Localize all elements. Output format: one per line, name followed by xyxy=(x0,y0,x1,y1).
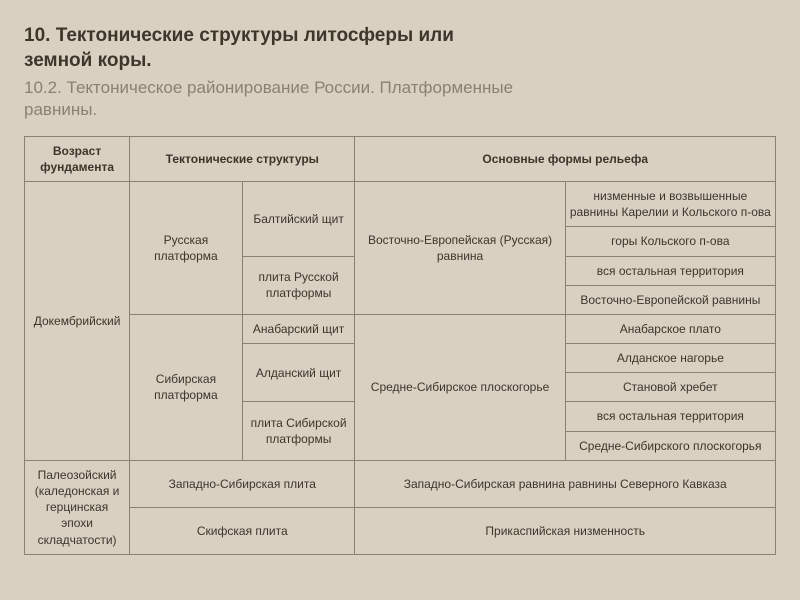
table-row: Палеозойский (каледонская и герцинская э… xyxy=(25,460,776,507)
cell-age-paleozoic: Палеозойский (каледонская и герцинская э… xyxy=(25,460,130,554)
cell-anabar-shield: Анабарский щит xyxy=(242,314,355,343)
cell-relief-rest2: вся остальная территория xyxy=(565,402,775,431)
header-relief: Основные формы рельефа xyxy=(355,136,776,181)
table-row: Докембрийский Русская платформа Балтийск… xyxy=(25,181,776,226)
cell-west-siberian-plain: Западно-Сибирская равнина равнины Северн… xyxy=(355,460,776,507)
header-age: Возраст фундамента xyxy=(25,136,130,181)
cell-relief-mid-sib: Средне-Сибирского плоскогорья xyxy=(565,431,775,460)
table-row: Скифская плита Прикаспийская низменность xyxy=(25,507,776,554)
cell-siberian-platform: Сибирская платформа xyxy=(130,314,243,460)
page-subtitle: 10.2. Тектоническое районирование России… xyxy=(24,77,776,121)
cell-mid-siberian: Средне-Сибирское плоскогорье xyxy=(355,314,565,460)
table-row: Сибирская платформа Анабарский щит Средн… xyxy=(25,314,776,343)
cell-age-precambrian: Докембрийский xyxy=(25,181,130,460)
cell-relief-rest1: вся остальная территория xyxy=(565,256,775,285)
subtitle-line-2: равнины. xyxy=(24,100,97,119)
cell-scythian-plate: Скифская плита xyxy=(130,507,355,554)
cell-baltic-shield: Балтийский щит xyxy=(242,181,355,256)
cell-east-euro-plain: Восточно-Европейская (Русская) равнина xyxy=(355,181,565,314)
cell-relief-aldan: Алданское нагорье xyxy=(565,344,775,373)
cell-relief-stanovoy: Становой хребет xyxy=(565,373,775,402)
cell-russian-platform: Русская платформа xyxy=(130,181,243,314)
page-title: 10. Тектонические структуры литосферы ил… xyxy=(24,24,776,73)
cell-russian-plate: плита Русской платформы xyxy=(242,256,355,314)
cell-relief-kola: горы Кольского п-ова xyxy=(565,227,775,256)
cell-relief-karelia: низменные и возвышенные равнины Карелии … xyxy=(565,181,775,226)
title-line-1: 10. Тектонические структуры литосферы ил… xyxy=(24,25,454,46)
cell-relief-anabar: Анабарское плато xyxy=(565,314,775,343)
cell-west-siberian-plate: Западно-Сибирская плита xyxy=(130,460,355,507)
cell-caspian-lowland: Прикаспийская низменность xyxy=(355,507,776,554)
subtitle-line-1: 10.2. Тектоническое районирование России… xyxy=(24,78,513,97)
tectonics-table: Возраст фундамента Тектонические структу… xyxy=(24,136,776,555)
cell-relief-east-euro: Восточно-Европейской равнины xyxy=(565,285,775,314)
header-struct: Тектонические структуры xyxy=(130,136,355,181)
title-line-2: земной коры. xyxy=(24,50,152,71)
table-header-row: Возраст фундамента Тектонические структу… xyxy=(25,136,776,181)
cell-siberian-plate: плита Сибирской платформы xyxy=(242,402,355,460)
cell-aldan-shield: Алданский щит xyxy=(242,344,355,402)
